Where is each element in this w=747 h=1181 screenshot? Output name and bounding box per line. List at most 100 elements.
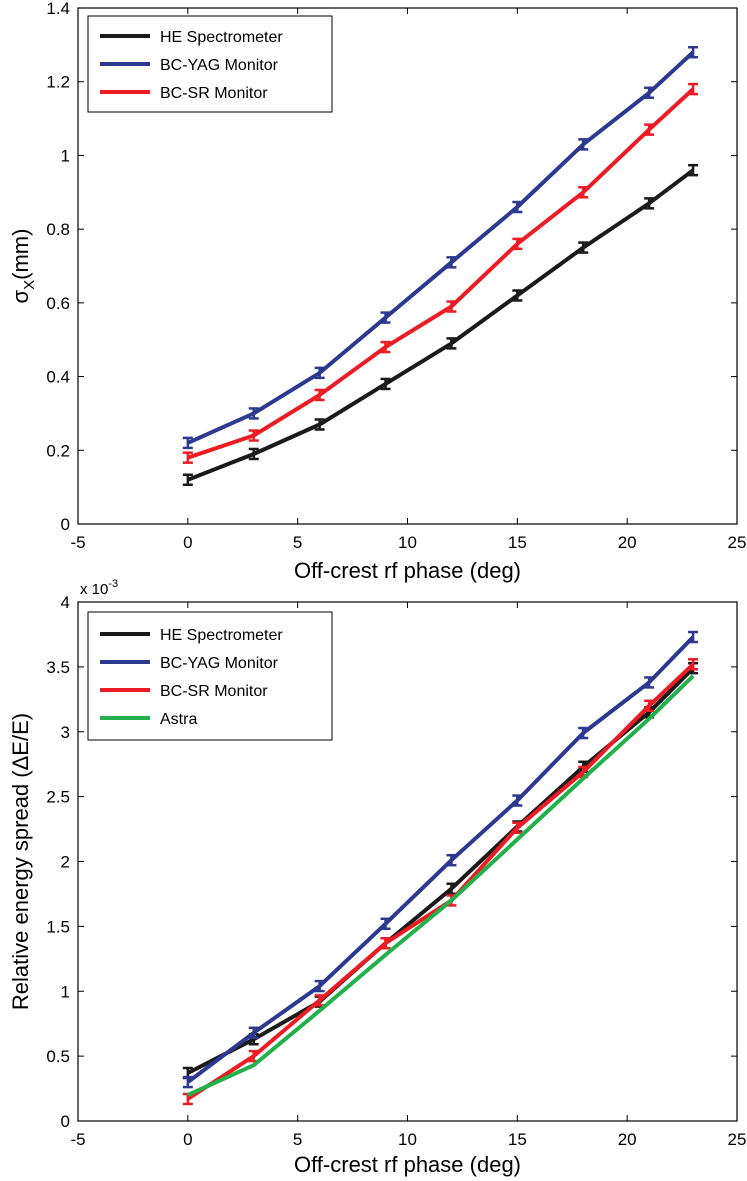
x-axis-label: Off-crest rf phase (deg): [294, 558, 521, 583]
y-tick-label: 2.5: [46, 788, 70, 807]
data-point-error-bar: [314, 418, 325, 431]
data-point-error-bar: [248, 447, 259, 461]
x-tick-label: 15: [508, 533, 527, 552]
data-point-error-bar: [182, 436, 193, 450]
data-point-error-bar: [248, 429, 259, 442]
data-point-error-bar: [688, 45, 699, 59]
y-tick-label: 0.4: [46, 368, 70, 387]
y-tick-label: 1: [61, 146, 70, 165]
x-tick-label: 5: [293, 1130, 302, 1149]
data-point-error-bar: [512, 821, 523, 835]
data-point-error-bar: [578, 138, 589, 151]
data-point-error-bar: [644, 676, 655, 689]
legend-label: HE Spectrometer: [160, 29, 283, 46]
data-point-error-bar: [512, 794, 523, 807]
y-tick-label: 1: [61, 982, 70, 1001]
y-axis-exponent-label: x 10-3: [80, 578, 118, 598]
data-point-error-bar: [380, 917, 391, 931]
y-axis-label-symbol: σ: [8, 289, 33, 303]
x-tick-label: 5: [293, 533, 302, 552]
data-point-error-bar: [688, 163, 699, 177]
x-tick-label: 0: [183, 1130, 192, 1149]
y-axis-label: Relative energy spread (ΔE/E): [8, 713, 33, 1010]
x-tick-label: 25: [728, 1130, 747, 1149]
x-tick-label: -5: [70, 533, 85, 552]
x-tick-label: 20: [618, 533, 637, 552]
data-point-error-bar: [314, 979, 325, 993]
y-axis-label: σX(mm): [8, 229, 38, 304]
sigma-x-chart: -5 0 5 10 15 20 2500.20.40.60.811.21.4Off-cres…: [8, 0, 746, 583]
data-point-error-bar: [512, 237, 523, 251]
data-point-error-bar: [644, 123, 655, 136]
legend-label: BC-YAG Monitor: [160, 57, 279, 74]
x-axis-label: Off-crest rf phase (deg): [294, 1152, 521, 1177]
data-point-error-bar: [380, 936, 391, 950]
data-point-error-bar: [688, 658, 699, 671]
y-tick-label: 0: [61, 515, 70, 534]
data-point-error-bar: [182, 1075, 193, 1089]
series-bc-yag-monitor: [182, 45, 699, 450]
y-tick-label: 1.2: [46, 73, 70, 92]
legend-item: HE Spectrometer: [100, 627, 283, 644]
y-tick-label: 1.4: [46, 0, 70, 18]
legend-item: Astra: [100, 711, 197, 728]
series-bc-sr-monitor: [182, 82, 699, 464]
y-tick-label: 2: [61, 853, 70, 872]
data-point-error-bar: [380, 311, 391, 324]
legend-label: Astra: [160, 711, 197, 728]
data-point-error-bar: [688, 82, 699, 96]
legend-item: BC-SR Monitor: [100, 85, 268, 102]
data-point-error-bar: [578, 186, 589, 199]
data-point-error-bar: [644, 86, 655, 100]
series-he-spectrometer: [182, 163, 699, 487]
legend-label: BC-SR Monitor: [160, 683, 268, 700]
legend-label: BC-SR Monitor: [160, 85, 268, 102]
legend-item: BC-SR Monitor: [100, 683, 268, 700]
data-point-error-bar: [512, 289, 523, 302]
data-point-error-bar: [380, 340, 391, 354]
legend-item: BC-YAG Monitor: [100, 655, 279, 672]
y-axis-label-unit: (mm): [8, 229, 33, 280]
data-point-error-bar: [380, 377, 391, 391]
data-point-error-bar: [578, 726, 589, 740]
exponent-power: -3: [108, 578, 118, 590]
data-point-error-bar: [446, 337, 457, 350]
data-point-error-bar: [446, 853, 457, 867]
data-point-error-bar: [512, 200, 523, 214]
data-point-error-bar: [314, 388, 325, 402]
data-point-error-bar: [644, 197, 655, 210]
data-point-error-bar: [314, 366, 325, 380]
data-point-error-bar: [248, 407, 259, 420]
legend-label: HE Spectrometer: [160, 627, 283, 644]
y-tick-label: 1.5: [46, 917, 70, 936]
legend: HE Spectrometer BC-YAG Monitor BC-SR Monit…: [87, 15, 333, 113]
legend-item: HE Spectrometer: [100, 29, 283, 46]
series-astra: [186, 674, 695, 1097]
exponent-base: x 10: [80, 581, 108, 598]
y-tick-label: 3.5: [46, 658, 70, 677]
y-tick-label: 4: [61, 593, 70, 612]
legend-label: BC-YAG Monitor: [160, 655, 279, 672]
y-tick-label: 0.5: [46, 1047, 70, 1066]
x-tick-label: 20: [618, 1130, 637, 1149]
y-tick-label: 0.8: [46, 220, 70, 239]
x-tick-label: 0: [183, 533, 192, 552]
data-point-error-bar: [182, 451, 193, 464]
x-tick-label: 10: [398, 533, 417, 552]
data-point-error-bar: [182, 473, 193, 487]
data-point-error-bar: [446, 256, 457, 269]
x-tick-label: -5: [70, 1130, 85, 1149]
y-tick-label: 3: [61, 723, 70, 742]
y-axis-label-subscript: X: [21, 280, 38, 290]
y-tick-label: 0: [61, 1112, 70, 1131]
data-point-error-bar: [644, 699, 655, 713]
x-tick-label: 25: [728, 533, 747, 552]
data-point-error-bar: [446, 300, 457, 313]
legend-item: BC-YAG Monitor: [100, 57, 279, 74]
legend: HE Spectrometer BC-YAG Monitor BC-SR Monit…: [87, 611, 333, 741]
series-bc-yag-monitor: [182, 630, 699, 1089]
data-point-error-bar: [248, 1026, 259, 1040]
